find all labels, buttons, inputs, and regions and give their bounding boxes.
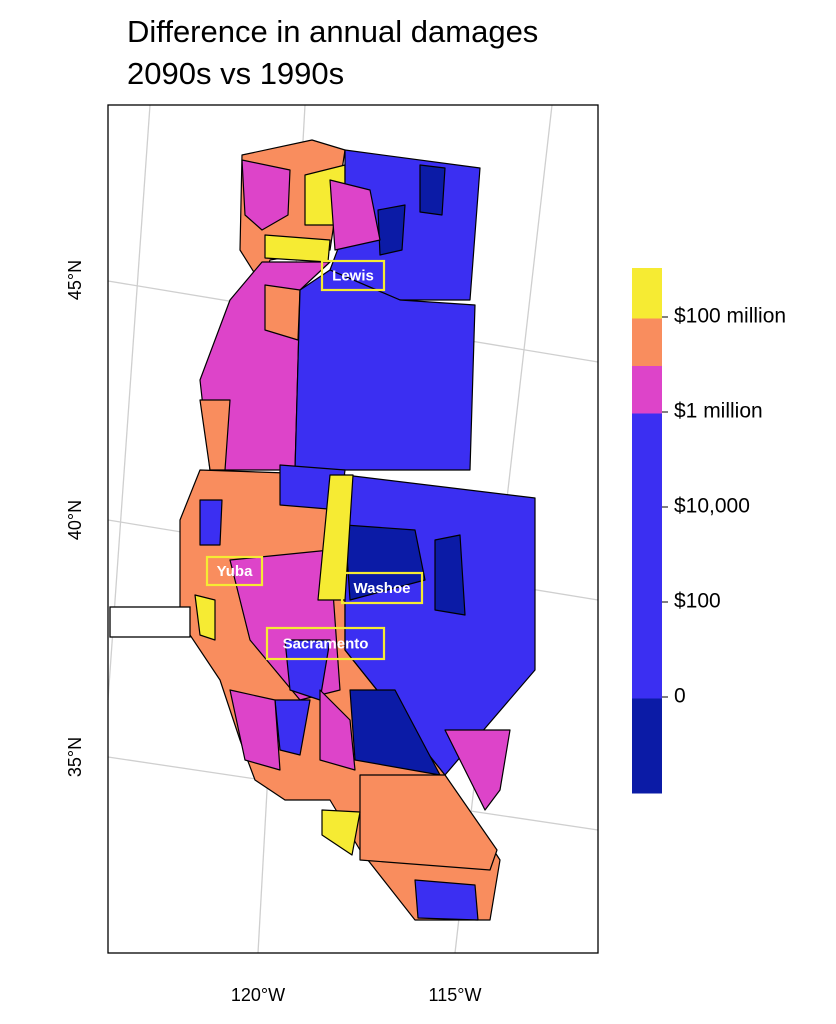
place-label: Lewis xyxy=(332,267,374,284)
title-line: 2090s vs 1990s xyxy=(127,56,344,91)
longitude-label: 120°W xyxy=(231,985,285,1005)
counties xyxy=(179,139,536,921)
colorbar-label: $10,000 xyxy=(674,495,750,518)
place-label: Yuba xyxy=(217,563,254,580)
latitude-label: 40°N xyxy=(65,500,85,540)
title-line: Difference in annual damages xyxy=(127,14,538,49)
colorbar-segment xyxy=(632,268,662,319)
colorbar-segment xyxy=(632,315,662,366)
place-box xyxy=(205,555,264,587)
longitude-label: 115°W xyxy=(429,985,482,1005)
colorbar-label: $100 million xyxy=(674,305,786,328)
place-label: Sonoma xyxy=(120,614,180,631)
place-label: Washoe xyxy=(354,580,411,597)
colorbar-label: $100 xyxy=(674,590,721,613)
place-box xyxy=(265,626,386,661)
place-box xyxy=(109,606,191,638)
place-box xyxy=(320,259,386,292)
latitude-label: 35°N xyxy=(65,737,85,777)
colorbar-segment xyxy=(632,363,662,414)
map-frame xyxy=(107,104,599,954)
place-label: Sacramento xyxy=(283,635,369,652)
colorbar-label: $1 million xyxy=(674,400,763,423)
colorbar-segment xyxy=(632,410,662,699)
latitude-label: 45°N xyxy=(65,260,85,300)
colorbar-segment xyxy=(632,695,662,794)
place-box xyxy=(340,571,424,605)
colorbar-label: 0 xyxy=(674,685,686,708)
